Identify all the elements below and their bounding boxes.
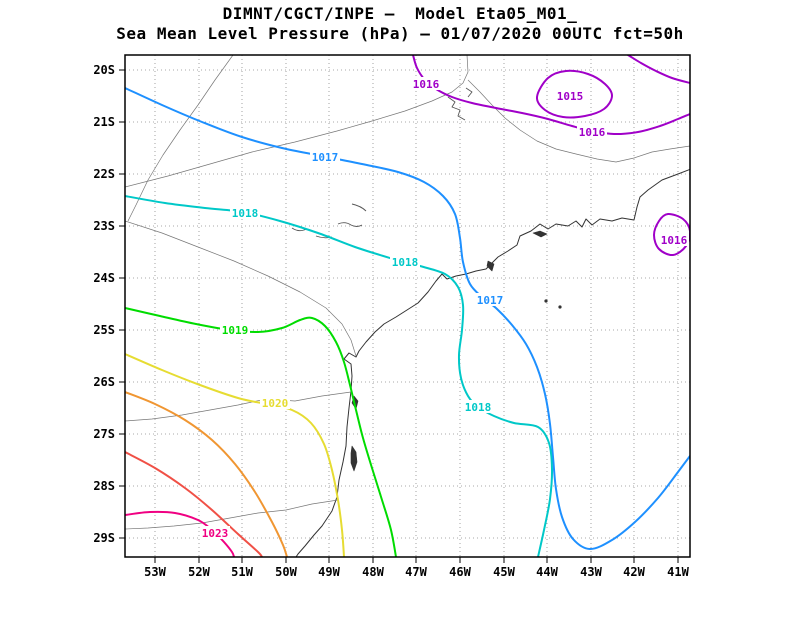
- x-axis-tick-label: 49W: [318, 565, 340, 579]
- contour-label-mask: [220, 323, 250, 336]
- contour-label-mask: [260, 396, 290, 409]
- reservoir-squiggle: [337, 222, 363, 227]
- contour-line: [125, 451, 263, 557]
- contour-c-red: [125, 451, 263, 557]
- y-axis-tick-label: 27S: [93, 427, 115, 441]
- contour-label-mask: [310, 150, 340, 163]
- plot-title-line1: DIMNT/CGCT/INPE – Model Eta05_M01_: [222, 4, 578, 23]
- isobar-layer: 1015 1016 1016 1016 1017 1017 1018 1018 1018 1019…: [125, 55, 690, 557]
- contour-1016: 1016 1016: [411, 55, 690, 139]
- contour-label: 1018: [465, 401, 492, 414]
- contour-label: 1023: [202, 527, 229, 540]
- island-ilha-grande: [532, 230, 548, 238]
- contour-line: [627, 55, 690, 84]
- contour-label: 1020: [262, 397, 289, 410]
- contour-label-mask: [390, 255, 420, 268]
- y-axis-tick-label: 20S: [93, 63, 115, 77]
- contour-label-mask: [555, 89, 585, 102]
- reservoir-squiggle: [351, 203, 367, 212]
- river-parana: [127, 55, 234, 222]
- contour-line: [125, 391, 288, 557]
- contour-label-mask: [463, 400, 493, 413]
- chart-header: DIMNT/CGCT/INPE – Model Eta05_M01_ Sea M…: [0, 4, 800, 44]
- contour-label-mask: [200, 526, 230, 539]
- contour-label: 1017: [477, 294, 504, 307]
- contour-1018: 1018 1018 1018: [125, 195, 554, 557]
- contour-label: 1016: [413, 78, 440, 91]
- contour-line: [653, 212, 690, 257]
- x-axis-tick-label: 53W: [144, 565, 166, 579]
- contour-label-mask: [411, 77, 441, 90]
- contour-1017: 1017 1017: [125, 87, 690, 551]
- contour-label-mask: [577, 125, 607, 138]
- contour-1016: 1016: [653, 212, 690, 257]
- contour-label-mask: [230, 206, 260, 219]
- y-axis-tick-label: 22S: [93, 167, 115, 181]
- x-axis-tick-label: 50W: [275, 565, 297, 579]
- x-axis-tick-label: 41W: [667, 565, 689, 579]
- x-axis-tick-label: 47W: [405, 565, 427, 579]
- boundary-sc-rs: [125, 499, 339, 530]
- contour-label: 1018: [232, 207, 259, 220]
- y-axis-tick-label: 21S: [93, 115, 115, 129]
- contour-line: [125, 87, 690, 551]
- reservoir-squiggle: [447, 96, 466, 121]
- x-axis-tick-label: 46W: [449, 565, 471, 579]
- contour-1023: 1023: [125, 510, 235, 557]
- map-frame: [124, 54, 691, 558]
- contour-label-mask: [659, 233, 689, 246]
- geography-layer: [125, 55, 690, 557]
- boundary-pr-sc: [125, 391, 352, 422]
- contour-line: [125, 510, 235, 557]
- x-axis-tick-label: 45W: [493, 565, 515, 579]
- contour-1015: 1015: [535, 69, 613, 119]
- y-axis-tick-label: 25S: [93, 323, 115, 337]
- y-axis-tick-label: 23S: [93, 219, 115, 233]
- y-axis-tick-label: 29S: [93, 531, 115, 545]
- x-axis-tick-label: 44W: [536, 565, 558, 579]
- contour-line: [535, 69, 613, 119]
- boundary-sp-pr: [125, 220, 357, 357]
- coastline: [295, 168, 690, 557]
- plot-title-line2: Sea Mean Level Pressure (hPa) – 01/07/20…: [116, 24, 684, 43]
- x-axis-tick-label: 52W: [188, 565, 210, 579]
- x-axis-tick-label: 43W: [580, 565, 602, 579]
- x-axis-tick-label: 51W: [231, 565, 253, 579]
- island-florianopolis: [350, 445, 358, 472]
- y-axis-tick-label: 28S: [93, 479, 115, 493]
- contour-label: 1016: [661, 234, 688, 247]
- y-axis-tick-label: 26S: [93, 375, 115, 389]
- reservoir-squiggle: [465, 87, 473, 98]
- contour-line: [125, 307, 397, 557]
- contour-label: 1019: [222, 324, 249, 337]
- contour-line: [125, 353, 345, 557]
- contour-line: [125, 195, 554, 557]
- x-axis-tick-label: 48W: [362, 565, 384, 579]
- contour-label: 1018: [392, 256, 419, 269]
- y-axis-tick-label: 24S: [93, 271, 115, 285]
- contour-c-orange: [125, 391, 288, 557]
- contour-1019: 1019: [125, 307, 397, 557]
- boundary-mg-sp: [125, 55, 469, 188]
- contour-1016: [627, 55, 690, 84]
- island-dot: [544, 299, 548, 303]
- contour-label: 1017: [312, 151, 339, 164]
- contour-label: 1015: [557, 90, 584, 103]
- x-axis-tick-label: 42W: [623, 565, 645, 579]
- axes-layer: 53W 52W 51W 50W 49W 48W 47W 46W 45W 44W 43W 42W 41W 2…: [93, 63, 689, 579]
- contour-label-mask: [475, 293, 505, 306]
- contour-label: 1016: [579, 126, 606, 139]
- island-dot: [558, 305, 562, 309]
- contour-1020: 1020: [125, 353, 345, 557]
- island-ilhabela: [486, 260, 495, 272]
